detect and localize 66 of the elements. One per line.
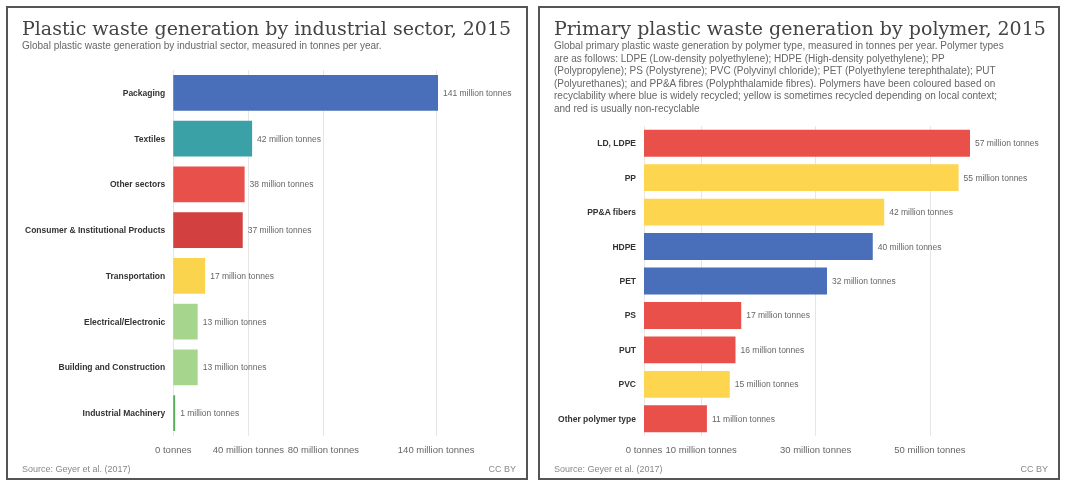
- bar: [173, 120, 253, 157]
- data-label: 13 million tonnes: [202, 362, 267, 373]
- y-tick-label: PS: [624, 310, 637, 321]
- data-label: 17 million tonnes: [210, 270, 274, 281]
- x-tick-label: 0 tonnes: [155, 443, 192, 455]
- data-label: 42 million tonnes: [889, 207, 954, 218]
- y-tick-label: Building and Construction: [58, 362, 166, 373]
- bar: [173, 258, 206, 294]
- chart-title: Plastic waste generation by industrial sector, 2015: [22, 16, 513, 40]
- y-tick-label: Consumer & Institutional Products: [24, 225, 166, 236]
- bar: [644, 233, 873, 260]
- y-tick-label: Other sectors: [109, 179, 166, 190]
- bar: [644, 198, 885, 226]
- source-note: Source: Geyer et al. (2017): [554, 464, 663, 474]
- source-note: Source: Geyer et al. (2017): [22, 464, 131, 474]
- y-tick-label: PP: [624, 172, 637, 183]
- data-label: 38 million tonnes: [249, 179, 314, 190]
- data-label: 141 million tonnes: [443, 87, 512, 98]
- data-label: 42 million tonnes: [257, 133, 321, 144]
- bar: [173, 212, 243, 248]
- y-tick-label: PP&A fibers: [587, 207, 637, 218]
- bar: [173, 166, 245, 203]
- bar: [644, 370, 730, 398]
- bar: [173, 303, 198, 340]
- bar: [644, 267, 828, 295]
- bar: [644, 302, 742, 329]
- y-tick-label: Other polymer type: [558, 413, 637, 424]
- data-label: 40 million tonnes: [877, 241, 942, 252]
- x-tick-label: 0 tonnes: [625, 443, 663, 455]
- data-label: 11 million tonnes: [711, 413, 776, 424]
- x-tick-label: 140 million tonnes: [397, 443, 475, 455]
- x-tick-label: 80 million tonnes: [287, 443, 360, 455]
- data-label: 37 million tonnes: [247, 225, 312, 236]
- data-label: 17 million tonnes: [746, 310, 811, 321]
- data-label: 16 million tonnes: [740, 344, 805, 355]
- bar: [644, 336, 736, 364]
- y-tick-label: Industrial Machinery: [82, 408, 166, 419]
- bar: [644, 405, 707, 433]
- bar: [644, 164, 959, 192]
- bar: [644, 129, 970, 157]
- text: CC BY: [488, 464, 516, 474]
- bar: [173, 75, 438, 111]
- data-label: 15 million tonnes: [734, 379, 799, 390]
- y-tick-label: Electrical/Electronic: [83, 316, 166, 327]
- x-tick-label: 40 million tonnes: [212, 443, 285, 455]
- data-label: 57 million tonnes: [975, 138, 1039, 149]
- x-tick-label: 10 million tonnes: [665, 443, 738, 455]
- y-tick-label: PET: [619, 276, 637, 286]
- y-tick-label: Textiles: [134, 133, 166, 144]
- data-label: 32 million tonnes: [832, 276, 896, 286]
- chart-subtitle: Global plastic waste generation by industrial sector, measured in tonnes per year.: [22, 40, 383, 53]
- x-tick-label: 50 million tonnes: [894, 443, 966, 455]
- chart-title: Primary plastic waste generation by polymer, 2015: [554, 16, 1047, 40]
- y-tick-label: HDPE: [612, 241, 637, 252]
- chart-subtitle: Global primary plastic waste generation by polymer type, measured in tonnes per year. Polymer types are as follows: LDPE (Low-density polyethylene); HDPE (High-density polyethylene); PP (Polypropylene); PS (Polystyrene); PVC (Polyvinyl chloride); PET (Polyethylene terephthalate); PUT (Polyurethanes); and PP&A fibres (Polyphthalamide fibres). Polymers have been coloured based on recyclability where blue is widely recycled; yellow is sometimes recycled depending on local context; and red is usually non-recyclable: [554, 40, 1005, 116]
- x-tick-label: 30 million tonnes: [779, 443, 852, 455]
- y-tick-label: PVC: [618, 379, 636, 390]
- text: CC BY: [1020, 464, 1048, 474]
- y-tick-label: LD, LDPE: [597, 138, 637, 149]
- y-tick-label: Packaging: [122, 87, 166, 98]
- y-tick-label: Transportation: [105, 270, 166, 281]
- bar: [173, 349, 198, 386]
- data-label: 1 million tonnes: [180, 408, 240, 419]
- data-label: 13 million tonnes: [202, 316, 267, 327]
- y-tick-label: PUT: [619, 344, 637, 355]
- data-label: 55 million tonnes: [963, 172, 1028, 183]
